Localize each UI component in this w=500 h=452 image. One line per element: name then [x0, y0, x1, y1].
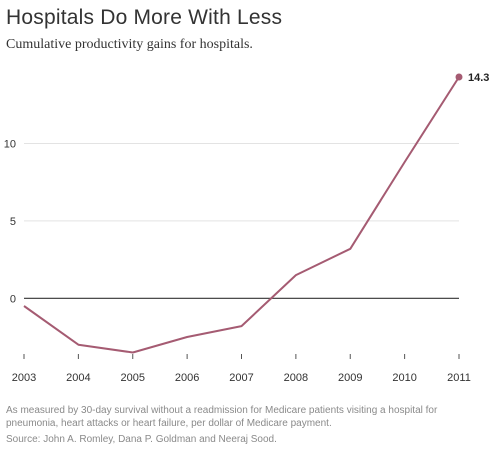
x-tick-label: 2011	[447, 372, 471, 384]
chart-subtitle: Cumulative productivity gains for hospit…	[6, 37, 253, 52]
series-line	[23, 76, 460, 354]
x-tick-label: 2008	[284, 372, 308, 384]
x-tick-label: 2003	[12, 372, 36, 384]
chart-note: As measured by 30-day survival without a…	[6, 405, 438, 429]
x-tick-label: 2005	[121, 372, 145, 384]
x-tick-label: 2006	[175, 372, 199, 384]
x-tick-label: 2009	[338, 372, 362, 384]
y-tick-label: 10	[4, 139, 16, 151]
end-value-label: 14.3	[468, 72, 489, 84]
y-tick-label: 5	[10, 216, 16, 228]
x-tick-label: 2010	[392, 372, 416, 384]
chart-source: Source: John A. Romley, Dana P. Goldman …	[6, 434, 277, 445]
end-point	[455, 73, 463, 81]
y-tick-label: 0	[10, 293, 16, 305]
x-tick-label: 2004	[66, 372, 90, 384]
chart-title: Hospitals Do More With Less	[6, 6, 283, 29]
x-tick-label: 2007	[229, 372, 253, 384]
